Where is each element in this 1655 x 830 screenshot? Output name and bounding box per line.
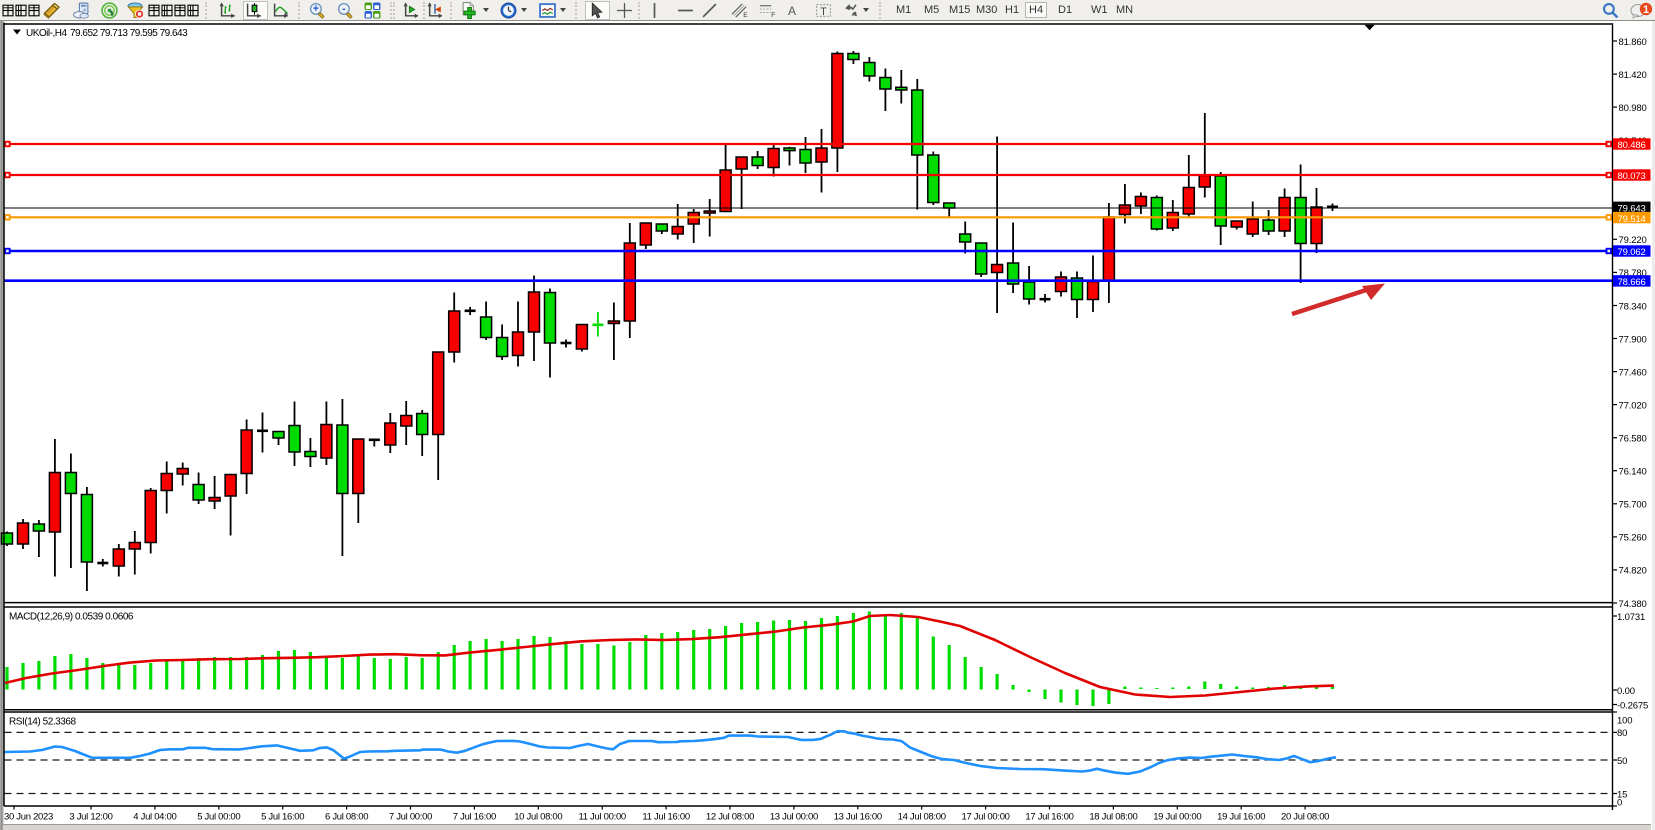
svg-text:80.486: 80.486 (1618, 140, 1646, 151)
svg-text:3 Jul 12:00: 3 Jul 12:00 (69, 812, 112, 823)
svg-text:17 Jul 16:00: 17 Jul 16:00 (1025, 812, 1073, 823)
svg-text:81.860: 81.860 (1619, 37, 1647, 48)
svg-text:1: 1 (1643, 4, 1649, 16)
svg-text:80.980: 80.980 (1619, 103, 1647, 114)
svg-text:78.780: 78.780 (1619, 268, 1647, 279)
svg-text:75.700: 75.700 (1619, 500, 1647, 511)
svg-text:F: F (771, 12, 775, 19)
svg-text:78.340: 78.340 (1619, 301, 1647, 312)
svg-text:MACD(12,26,9) 0.0539 0.0606: MACD(12,26,9) 0.0539 0.0606 (9, 612, 134, 623)
svg-text:79.062: 79.062 (1618, 247, 1646, 258)
svg-text:14 Jul 08:00: 14 Jul 08:00 (898, 812, 946, 823)
svg-text:77.460: 77.460 (1619, 367, 1647, 378)
svg-text:-0.2675: -0.2675 (1617, 700, 1648, 711)
svg-text:13 Jul 16:00: 13 Jul 16:00 (834, 812, 882, 823)
svg-text:19 Jul 16:00: 19 Jul 16:00 (1217, 812, 1265, 823)
svg-text:11 Jul 16:00: 11 Jul 16:00 (642, 812, 689, 823)
svg-text:7 Jul 00:00: 7 Jul 00:00 (389, 812, 432, 823)
svg-text:1.0731: 1.0731 (1617, 612, 1645, 623)
svg-text:18 Jul 08:00: 18 Jul 08:00 (1089, 812, 1137, 823)
svg-text:0: 0 (1617, 797, 1622, 808)
svg-text:80: 80 (1617, 728, 1627, 739)
svg-text:81.420: 81.420 (1619, 70, 1647, 81)
svg-text:75.260: 75.260 (1619, 533, 1647, 544)
svg-text:17 Jul 00:00: 17 Jul 00:00 (962, 812, 1010, 823)
svg-text:76.140: 76.140 (1619, 467, 1647, 478)
svg-text:30 Jun 2023: 30 Jun 2023 (4, 812, 53, 823)
svg-text:79.652 79.713 79.595 79.643: 79.652 79.713 79.595 79.643 (70, 28, 188, 39)
svg-text:15: 15 (1617, 789, 1627, 800)
svg-text:5 Jul 16:00: 5 Jul 16:00 (261, 812, 304, 823)
svg-text:100: 100 (1617, 715, 1632, 726)
svg-text:74.820: 74.820 (1619, 566, 1647, 577)
svg-text:79.643: 79.643 (1618, 204, 1646, 215)
svg-text:5 Jul 00:00: 5 Jul 00:00 (197, 812, 240, 823)
svg-text:4 Jul 04:00: 4 Jul 04:00 (133, 812, 176, 823)
svg-text:77.020: 77.020 (1619, 400, 1647, 411)
svg-text:78.666: 78.666 (1618, 277, 1646, 288)
svg-text:20 Jul 08:00: 20 Jul 08:00 (1281, 812, 1329, 823)
svg-text:E: E (743, 12, 748, 19)
svg-text:7 Jul 16:00: 7 Jul 16:00 (453, 812, 496, 823)
svg-text:RSI(14) 52.3368: RSI(14) 52.3368 (9, 717, 77, 728)
svg-text:50: 50 (1617, 756, 1627, 767)
svg-text:T: T (820, 6, 827, 18)
svg-text:0.00: 0.00 (1617, 686, 1635, 697)
svg-text:19 Jul 00:00: 19 Jul 00:00 (1153, 812, 1201, 823)
svg-text:79.220: 79.220 (1619, 235, 1647, 246)
svg-text:77.900: 77.900 (1619, 334, 1647, 345)
svg-text:74.380: 74.380 (1619, 599, 1647, 610)
svg-text:13 Jul 00:00: 13 Jul 00:00 (770, 812, 818, 823)
svg-text:11 Jul 00:00: 11 Jul 00:00 (578, 812, 625, 823)
svg-text:12 Jul 08:00: 12 Jul 08:00 (706, 812, 754, 823)
svg-text:+: + (313, 3, 319, 15)
svg-text:-: - (342, 3, 346, 15)
svg-text:79.514: 79.514 (1618, 214, 1646, 225)
svg-text:UKOil-,H4: UKOil-,H4 (26, 28, 67, 39)
svg-text:80.073: 80.073 (1618, 171, 1646, 182)
svg-text:76.580: 76.580 (1619, 434, 1647, 445)
svg-text:10 Jul 08:00: 10 Jul 08:00 (514, 812, 562, 823)
svg-text:6 Jul 08:00: 6 Jul 08:00 (325, 812, 368, 823)
